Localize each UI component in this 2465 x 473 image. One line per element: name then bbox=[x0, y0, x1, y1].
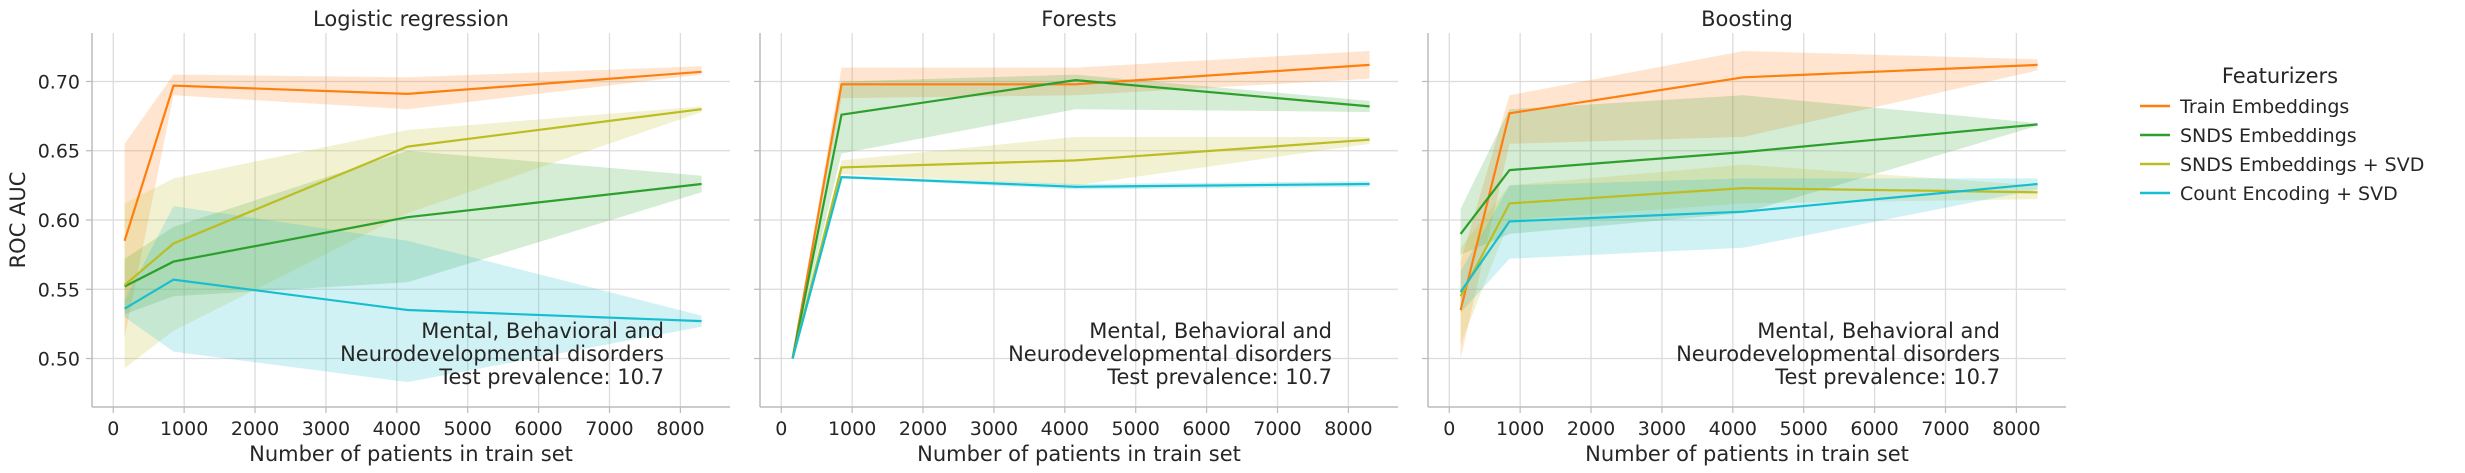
band-snds-embeddings bbox=[792, 74, 1370, 359]
band-count-encoding-svd bbox=[1460, 178, 2038, 313]
y-tick-label: 0.60 bbox=[38, 210, 80, 232]
band-snds-embeddings bbox=[1460, 95, 2038, 255]
panel-title: Boosting bbox=[1701, 7, 1793, 31]
y-axis-label: ROC AUC bbox=[6, 172, 30, 269]
x-tick-label: 5000 bbox=[444, 418, 492, 440]
x-axis-label: Number of patients in train set bbox=[917, 442, 1241, 466]
x-tick-label: 7000 bbox=[1253, 418, 1301, 440]
y-tick-label: 0.70 bbox=[38, 71, 80, 93]
legend-label: SNDS Embeddings + SVD bbox=[2180, 154, 2424, 176]
annotation-line: Mental, Behavioral and bbox=[421, 319, 664, 343]
line-snds-embeddings bbox=[124, 182, 702, 288]
legend: Featurizers Train Embeddings SNDS Embeddi… bbox=[2140, 64, 2424, 205]
panel-title: Logistic regression bbox=[313, 7, 509, 31]
x-axis-label: Number of patients in train set bbox=[249, 442, 573, 466]
annotation-line: Test prevalence: 10.7 bbox=[1774, 365, 2000, 389]
x-tick-label: 1000 bbox=[1496, 418, 1544, 440]
y-tick-label: 0.65 bbox=[38, 141, 80, 163]
x-tick-label: 0 bbox=[775, 418, 787, 440]
legend-items: Train Embeddings SNDS Embeddings SNDS Embe… bbox=[2140, 96, 2424, 205]
x-tick-label: 4000 bbox=[1041, 418, 1089, 440]
line-count-encoding-svd bbox=[791, 175, 1370, 359]
x-axis-label: Number of patients in train set bbox=[1585, 442, 1909, 466]
panel-1: 0 1000 2000 3000 4000 5000 6000 7000 8000 Forests… bbox=[754, 7, 1398, 466]
x-tick-label: 6000 bbox=[514, 418, 562, 440]
annotation-line: Mental, Behavioral and bbox=[1089, 319, 1332, 343]
x-tick-label: 0 bbox=[107, 418, 119, 440]
x-tick-label: 0 bbox=[1443, 418, 1455, 440]
x-tick-label: 6000 bbox=[1850, 418, 1898, 440]
panels: 0 1000 2000 3000 4000 5000 6000 7000 8000 0.50 0.5… bbox=[6, 7, 2066, 466]
line-snds-embeddings-svd bbox=[791, 138, 1370, 359]
x-tick-label: 2000 bbox=[231, 418, 279, 440]
legend-label: Count Encoding + SVD bbox=[2180, 183, 2398, 205]
x-tick-label: 2000 bbox=[899, 418, 947, 440]
annotation-line: Test prevalence: 10.7 bbox=[438, 365, 664, 389]
band-train-embeddings bbox=[124, 66, 702, 338]
x-tick-label: 5000 bbox=[1112, 418, 1160, 440]
band-count-encoding-svd bbox=[124, 206, 702, 383]
annotation-line: Neurodevelopmental disorders bbox=[1676, 342, 2000, 366]
line-train-embeddings bbox=[1459, 63, 2038, 311]
x-tick-label: 3000 bbox=[302, 418, 350, 440]
annotation-line: Neurodevelopmental disorders bbox=[340, 342, 664, 366]
x-tick-label: 1000 bbox=[160, 418, 208, 440]
panel-2: 0 1000 2000 3000 4000 5000 6000 7000 8000 Boostin… bbox=[1422, 7, 2066, 466]
band-snds-embeddings bbox=[124, 150, 702, 315]
x-tick-label: 7000 bbox=[585, 418, 633, 440]
band-snds-embeddings-svd bbox=[792, 136, 1370, 359]
x-tick-label: 6000 bbox=[1182, 418, 1230, 440]
x-tick-label: 4000 bbox=[373, 418, 421, 440]
legend-title: Featurizers bbox=[2222, 64, 2338, 88]
x-tick-label: 8000 bbox=[1992, 418, 2040, 440]
annotation-line: Test prevalence: 10.7 bbox=[1106, 365, 1332, 389]
line-count-encoding-svd bbox=[124, 278, 702, 323]
line-snds-embeddings bbox=[1459, 123, 2038, 235]
x-tick-label: 8000 bbox=[1324, 418, 1372, 440]
band-train-embeddings bbox=[792, 51, 1370, 359]
x-tick-label: 8000 bbox=[656, 418, 704, 440]
legend-label: Train Embeddings bbox=[2179, 96, 2349, 118]
x-tick-label: 5000 bbox=[1780, 418, 1828, 440]
line-snds-embeddings bbox=[791, 78, 1370, 359]
annotation-line: Mental, Behavioral and bbox=[1757, 319, 2000, 343]
band-snds-embeddings-svd bbox=[124, 106, 702, 369]
y-tick-label: 0.50 bbox=[38, 349, 80, 371]
y-tick-label: 0.55 bbox=[38, 279, 80, 301]
line-snds-embeddings-svd bbox=[123, 108, 702, 286]
band-snds-embeddings-svd bbox=[1460, 164, 2038, 345]
annotation-line: Neurodevelopmental disorders bbox=[1008, 342, 1332, 366]
x-tick-label: 4000 bbox=[1709, 418, 1757, 440]
x-tick-label: 1000 bbox=[828, 418, 876, 440]
x-tick-label: 7000 bbox=[1921, 418, 1969, 440]
line-train-embeddings bbox=[791, 63, 1370, 359]
panel-title: Forests bbox=[1041, 7, 1116, 31]
x-tick-label: 3000 bbox=[970, 418, 1018, 440]
line-count-encoding-svd bbox=[1459, 182, 2038, 293]
x-tick-label: 2000 bbox=[1567, 418, 1615, 440]
line-train-embeddings bbox=[123, 70, 702, 242]
band-train-embeddings bbox=[1460, 51, 2038, 359]
legend-label: SNDS Embeddings bbox=[2180, 125, 2357, 147]
line-snds-embeddings-svd bbox=[1459, 186, 2038, 297]
panel-0: 0 1000 2000 3000 4000 5000 6000 7000 8000 0.50 0.5… bbox=[6, 7, 730, 466]
x-tick-label: 3000 bbox=[1638, 418, 1686, 440]
